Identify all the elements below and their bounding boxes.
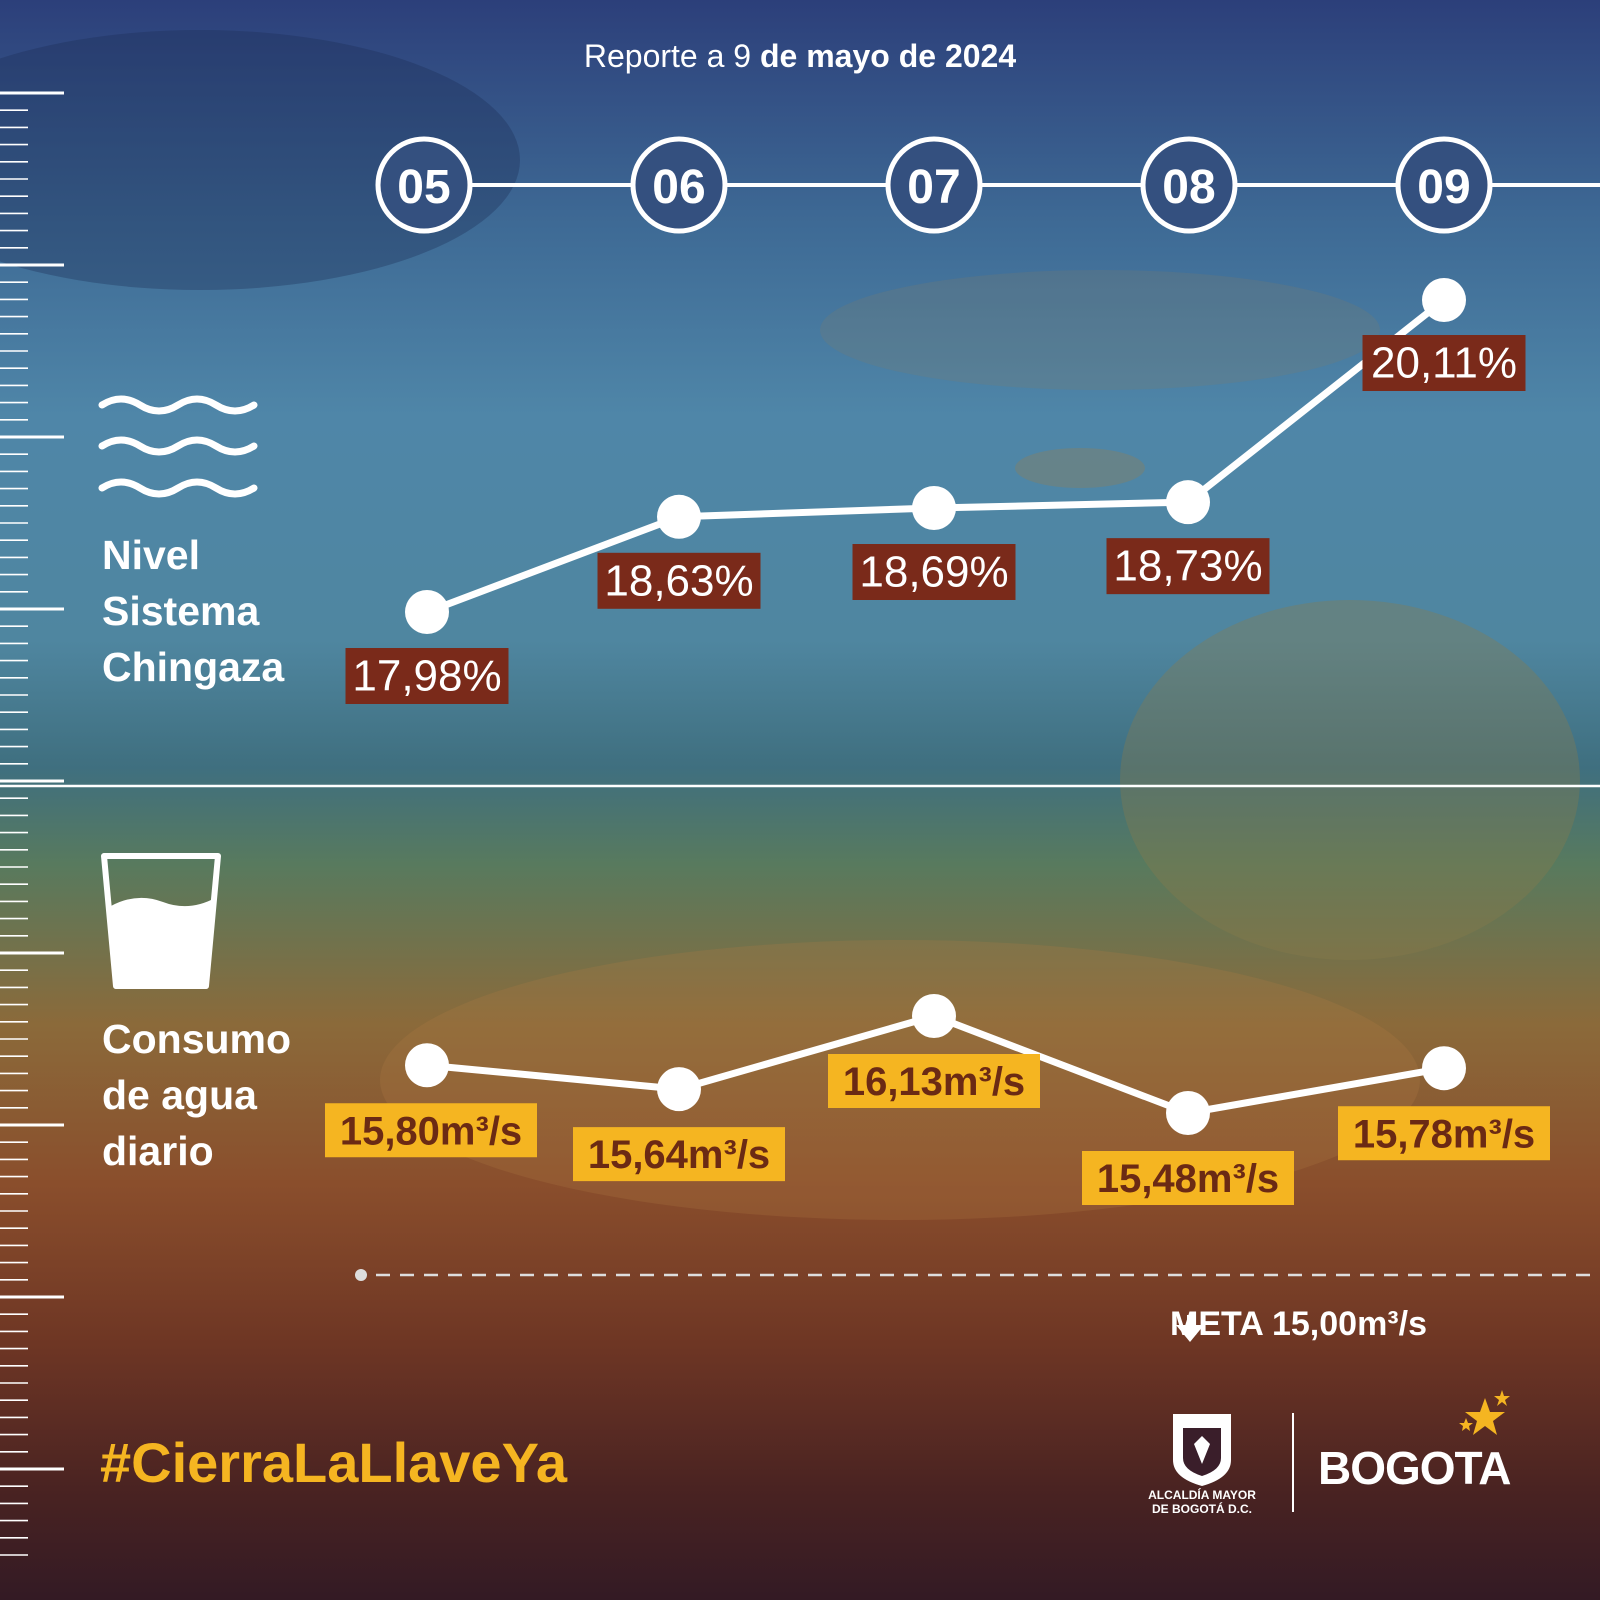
water-glass-icon (101, 853, 221, 989)
consumption-label-line2: de agua (102, 1072, 257, 1118)
level-data-point (1166, 480, 1210, 525)
consumption-line-chart: 15,80m³/s 15,64m³/s 16,13m³/s 15,48m³/s 15,7… (325, 994, 1600, 1281)
consumption-data-point (657, 1067, 701, 1112)
level-data-point (657, 494, 701, 539)
consumption-data-point (912, 994, 956, 1038)
day-circle (1395, 136, 1493, 234)
level-value-label: 17,98% (352, 652, 501, 701)
day-circle (630, 136, 728, 234)
waves-icon (98, 395, 258, 498)
hashtag: #CierraLaLlaveYa (100, 1431, 567, 1494)
report-date: de mayo de 2024 (759, 38, 1017, 74)
day-circle (885, 136, 983, 234)
bogota-stars-icon (1459, 1390, 1510, 1435)
level-label-line1: Nivel (102, 532, 200, 578)
consumption-value-box (1082, 1151, 1294, 1205)
alcaldia-line2: DE BOGOTÁ D.C. (1151, 1502, 1252, 1516)
level-value-box (345, 648, 509, 704)
consumption-value-label: 15,64m³/s (588, 1133, 770, 1177)
day-label: 07 (907, 161, 960, 214)
level-value-box (852, 544, 1016, 600)
consumption-label-line3: diario (102, 1128, 214, 1174)
level-value-box (597, 552, 761, 609)
consumption-value-box (325, 1103, 537, 1158)
consumption-data-point (1422, 1046, 1466, 1091)
level-section-label: Nivel Sistema Chingaza (102, 527, 284, 695)
consumption-value-label: 15,80m³/s (340, 1109, 522, 1153)
level-value-label: 18,63% (604, 556, 753, 605)
level-value-label: 20,11% (1371, 339, 1517, 388)
level-value-box (1106, 538, 1270, 595)
day-label: 06 (652, 161, 705, 214)
level-data-point (1422, 278, 1466, 322)
day-circle (1140, 136, 1238, 234)
level-value-label: 18,73% (1113, 542, 1262, 591)
level-value-box (1362, 335, 1526, 391)
arrow-down-icon (1176, 1315, 1204, 1342)
alcaldia-line1: ALCALDÍA MAYOR (1148, 1488, 1256, 1502)
level-data-point (405, 590, 449, 634)
alcaldia-logo-text: ALCALDÍA MAYOR DE BOGOTÁ D.C. (1142, 1488, 1262, 1516)
level-label-line3: Chingaza (102, 644, 285, 690)
meta-target-label: META 15,00m³/s (1170, 1305, 1427, 1343)
consumption-value-label: 16,13m³/s (843, 1060, 1025, 1104)
consumption-value-box (828, 1054, 1040, 1108)
consumption-value-label: 15,78m³/s (1353, 1112, 1535, 1156)
report-title: Reporte a 9 de mayo de 2024 (0, 38, 1600, 75)
left-ruler (0, 91, 64, 1556)
consumption-section-label: Consumo de agua diario (102, 1011, 291, 1179)
day-circle (375, 136, 473, 234)
meta-line-start (355, 1269, 367, 1281)
level-label-line2: Sistema (102, 588, 260, 634)
consumption-label-line1: Consumo (102, 1016, 292, 1062)
consumption-data-point (1166, 1091, 1210, 1135)
bogota-logo: BOGOTA (1318, 1442, 1511, 1494)
report-day: 9 (733, 38, 752, 74)
consumption-data-point (405, 1043, 449, 1088)
day-timeline: 05 06 07 08 09 (375, 136, 1600, 234)
report-prefix: Reporte a (583, 38, 725, 74)
level-line-chart: 17,98% 18,63% 18,69% 18,73% 20,11% (345, 278, 1526, 704)
day-label: 08 (1162, 161, 1215, 214)
alcaldia-shield-logo (1173, 1414, 1231, 1486)
level-value-label: 18,69% (859, 548, 1008, 597)
consumption-value-label: 15,48m³/s (1097, 1157, 1279, 1201)
day-label: 09 (1417, 161, 1470, 214)
consumption-value-box (573, 1127, 785, 1182)
day-label: 05 (397, 161, 450, 214)
consumption-value-box (1338, 1106, 1550, 1161)
level-data-point (912, 486, 956, 530)
